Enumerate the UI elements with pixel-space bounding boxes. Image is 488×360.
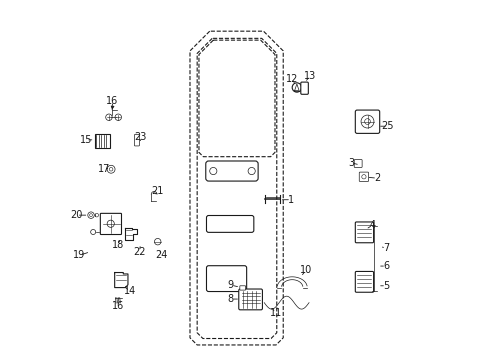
Text: 3: 3 xyxy=(347,158,353,168)
Bar xyxy=(94,134,109,148)
Text: 14: 14 xyxy=(123,286,136,296)
FancyBboxPatch shape xyxy=(205,161,258,181)
Text: 8: 8 xyxy=(227,294,233,304)
Text: 16: 16 xyxy=(106,96,119,106)
Text: 23: 23 xyxy=(134,132,146,142)
FancyBboxPatch shape xyxy=(206,266,246,292)
FancyBboxPatch shape xyxy=(355,222,373,243)
FancyBboxPatch shape xyxy=(355,110,379,134)
Text: 1: 1 xyxy=(287,195,294,205)
FancyBboxPatch shape xyxy=(355,271,373,292)
Text: 2: 2 xyxy=(373,173,380,183)
Text: 18: 18 xyxy=(112,239,124,249)
Text: 19: 19 xyxy=(73,250,85,260)
Text: 10: 10 xyxy=(299,265,311,275)
FancyBboxPatch shape xyxy=(359,172,368,181)
Text: 5: 5 xyxy=(382,281,388,291)
FancyBboxPatch shape xyxy=(353,159,362,167)
Text: 25: 25 xyxy=(381,121,393,131)
FancyBboxPatch shape xyxy=(300,82,308,94)
Text: 12: 12 xyxy=(285,74,297,84)
Text: 15: 15 xyxy=(80,135,92,145)
Text: 9: 9 xyxy=(227,280,233,290)
Text: 16: 16 xyxy=(112,301,124,311)
Text: 13: 13 xyxy=(304,71,316,81)
Text: 17: 17 xyxy=(98,163,110,174)
Text: 4: 4 xyxy=(369,220,375,230)
FancyBboxPatch shape xyxy=(100,213,121,234)
Text: 24: 24 xyxy=(155,250,167,260)
Text: 22: 22 xyxy=(133,247,145,257)
Text: 11: 11 xyxy=(269,308,281,318)
FancyBboxPatch shape xyxy=(206,216,253,232)
Text: 20: 20 xyxy=(70,210,82,220)
FancyBboxPatch shape xyxy=(238,289,262,310)
Text: 7: 7 xyxy=(382,243,388,253)
Text: 6: 6 xyxy=(382,261,388,271)
Text: 21: 21 xyxy=(151,186,163,196)
FancyBboxPatch shape xyxy=(134,134,139,146)
FancyBboxPatch shape xyxy=(239,286,245,290)
